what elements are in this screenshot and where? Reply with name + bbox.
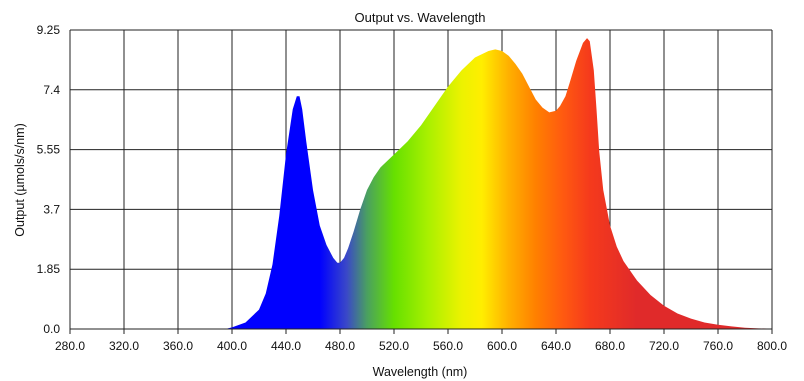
x-tick-label: 560.0 bbox=[433, 339, 463, 353]
x-tick-label: 520.0 bbox=[379, 339, 409, 353]
label-layer: 280.0 320.0 360.0 400.0 440.0 480.0 520.0 560.0… bbox=[37, 23, 788, 353]
y-tick-label: 1.85 bbox=[37, 262, 61, 276]
x-tick-label: 720.0 bbox=[649, 339, 679, 353]
x-axis-title: Wavelength (nm) bbox=[373, 365, 468, 379]
x-tick-label: 320.0 bbox=[109, 339, 139, 353]
y-tick-label: 7.4 bbox=[43, 83, 60, 97]
x-tick-label: 640.0 bbox=[541, 339, 571, 353]
y-tick-label: 3.7 bbox=[43, 202, 60, 216]
x-tick-label: 360.0 bbox=[163, 339, 193, 353]
y-tick-label: 9.25 bbox=[37, 23, 61, 37]
chart-title: Output vs. Wavelength bbox=[354, 10, 485, 25]
y-axis-title: Output (µmols/s/nm) bbox=[13, 123, 27, 236]
x-tick-label: 760.0 bbox=[703, 339, 733, 353]
x-tick-label: 800.0 bbox=[757, 339, 787, 353]
x-tick-label: 280.0 bbox=[55, 339, 85, 353]
x-tick-label: 680.0 bbox=[595, 339, 625, 353]
x-tick-label: 400.0 bbox=[217, 339, 247, 353]
y-tick-label: 0.0 bbox=[43, 322, 60, 336]
y-tick-label: 5.55 bbox=[37, 143, 61, 157]
x-tick-label: 480.0 bbox=[325, 339, 355, 353]
x-tick-label: 600.0 bbox=[487, 339, 517, 353]
x-tick-label: 440.0 bbox=[271, 339, 301, 353]
area-layer bbox=[225, 38, 772, 329]
spectrum-area bbox=[225, 38, 772, 329]
axis-layer bbox=[69, 328, 773, 334]
